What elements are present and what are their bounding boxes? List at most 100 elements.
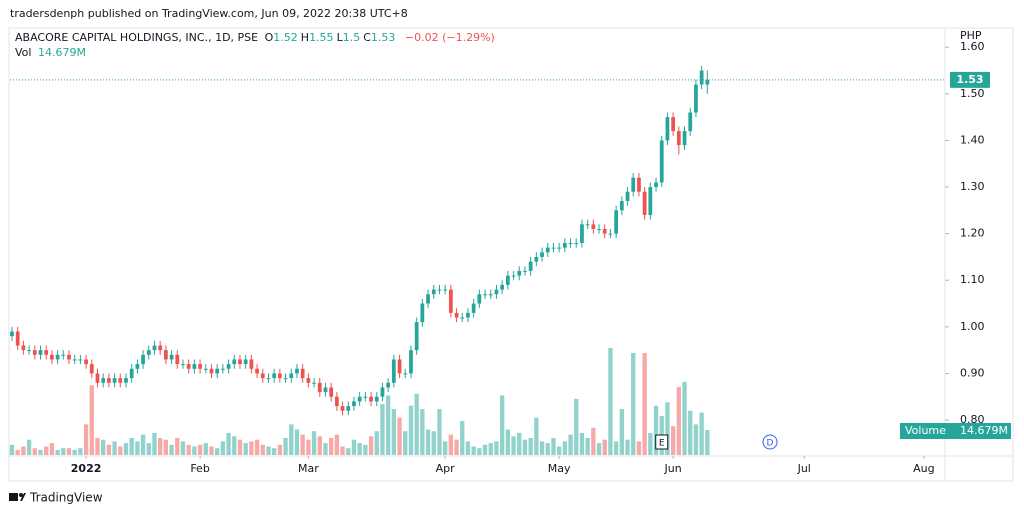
volume-bar — [454, 439, 459, 455]
event-marker-label: D — [767, 439, 774, 449]
volume-legend: Vol 14.679M — [15, 46, 89, 59]
candle-body — [705, 79, 710, 85]
volume-bar — [505, 429, 511, 455]
candle-body — [243, 359, 248, 365]
candle-body — [409, 350, 413, 374]
candle-body — [300, 368, 305, 379]
volume-bar — [158, 438, 163, 455]
candle-body — [494, 289, 499, 295]
volume-bar — [72, 449, 77, 455]
candle-body — [397, 359, 402, 374]
volume-bar — [152, 432, 157, 455]
volume-bar — [135, 441, 140, 455]
candle-body — [283, 378, 288, 380]
candle-body — [545, 247, 550, 253]
candle-body — [460, 317, 465, 319]
ohlc-value: 1.53 — [370, 31, 396, 44]
candle-body — [175, 354, 180, 365]
volume-bar — [670, 426, 676, 455]
candle-body — [67, 354, 71, 360]
x-tick-label: Aug — [913, 462, 934, 475]
volume-bar — [226, 432, 231, 455]
x-tick-label: May — [548, 462, 571, 475]
y-tick-label: 1.60 — [960, 40, 985, 53]
candle-body — [118, 378, 123, 383]
x-tick-label: Apr — [436, 462, 456, 475]
volume-bar — [9, 444, 15, 455]
volume-bar — [311, 431, 317, 455]
volume-bar — [699, 412, 704, 455]
volume-bar — [522, 439, 528, 455]
volume-bar — [346, 448, 351, 455]
x-tick-label: Mar — [298, 462, 319, 475]
candle-body — [585, 224, 590, 226]
volume-bar — [317, 436, 322, 455]
candle-body — [562, 242, 567, 248]
chart-frame — [8, 27, 1014, 482]
candle-body — [198, 364, 202, 369]
ohlc-value: 1.52 — [273, 31, 298, 44]
candle-body — [209, 368, 214, 374]
volume-bar — [437, 409, 442, 455]
candle-body — [181, 364, 185, 366]
candle-body — [215, 368, 220, 374]
candle-body — [386, 382, 391, 388]
volume-bar — [329, 438, 334, 455]
candle-body — [534, 256, 539, 262]
candle-body — [557, 247, 562, 249]
volume-bar — [693, 424, 699, 455]
volume-bar — [78, 448, 83, 455]
candle-body — [671, 117, 676, 132]
volume-bar — [613, 441, 619, 455]
candles — [10, 65, 710, 416]
volume-bar — [408, 405, 414, 455]
volume-bar — [266, 446, 271, 455]
candle-body — [369, 396, 373, 402]
candle-body — [107, 378, 111, 383]
candle-body — [659, 140, 664, 183]
volume-bar — [351, 439, 357, 455]
volume-bar — [403, 431, 408, 455]
x-tick-label: Feb — [190, 462, 209, 475]
candle-body — [694, 84, 698, 113]
volume-bar — [38, 449, 43, 455]
volume-bar — [323, 443, 328, 455]
candle-body — [124, 378, 128, 383]
x-tick-label: 2022 — [71, 462, 102, 475]
candle-body — [164, 350, 168, 360]
volume-bar — [494, 441, 499, 455]
ohlc-value: 1.55 — [309, 31, 334, 44]
volume-bar — [585, 438, 590, 455]
candle-body — [249, 359, 254, 369]
candle-body — [523, 270, 527, 272]
candle-body — [226, 364, 231, 369]
volume-bar — [340, 446, 345, 455]
candle-body — [112, 378, 117, 383]
volume-bar — [140, 434, 146, 455]
candle-body — [642, 191, 647, 216]
volume-tag — [900, 423, 1011, 439]
candle-body — [488, 294, 493, 296]
y-tick-label: 1.20 — [960, 227, 985, 240]
volume-bar — [391, 409, 397, 455]
x-tick-label: Jul — [797, 462, 811, 475]
volume-bar — [129, 438, 134, 455]
volume-bar — [300, 434, 305, 455]
candle-body — [437, 289, 442, 291]
volume-bar — [89, 385, 94, 455]
candle-body — [334, 396, 339, 407]
candle-body — [500, 284, 505, 290]
ohlc-letter: L — [336, 31, 343, 44]
volume-bar — [15, 449, 20, 455]
candle-body — [158, 345, 163, 351]
volume-bar — [192, 446, 197, 455]
candle-body — [38, 350, 43, 355]
candle-body — [55, 354, 60, 360]
y-tick-label: 1.00 — [960, 320, 985, 333]
volume-bar — [294, 429, 300, 455]
candle-body — [676, 131, 681, 146]
ohlc-letter: H — [300, 31, 310, 44]
volume-bar — [380, 404, 385, 455]
volume-bar — [488, 443, 493, 455]
candle-body — [443, 289, 448, 291]
